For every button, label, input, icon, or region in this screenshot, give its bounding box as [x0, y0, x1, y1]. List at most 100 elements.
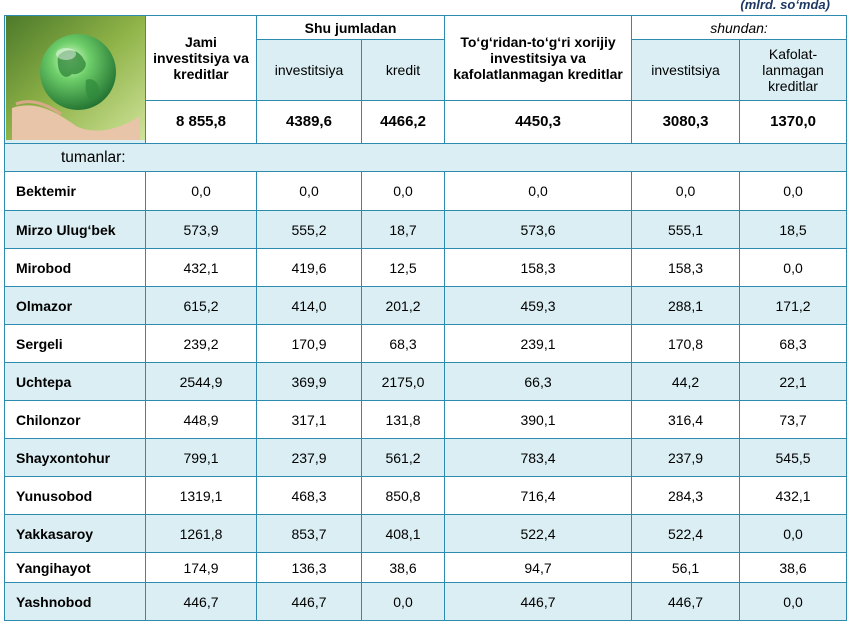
- cell-value: 0,0: [631, 171, 741, 211]
- district-name: Shayxontohur: [4, 438, 146, 477]
- cell-value: 239,1: [444, 324, 633, 363]
- cell-value: 284,3: [631, 476, 741, 515]
- cell-value: 799,1: [145, 438, 257, 477]
- district-name: Chilonzor: [4, 400, 146, 439]
- cell-value: 459,3: [444, 286, 633, 325]
- cell-value: 316,4: [631, 400, 741, 439]
- cell-value: 573,9: [145, 210, 257, 249]
- cell-value: 68,3: [739, 324, 848, 363]
- cell-value: 158,3: [444, 248, 633, 287]
- district-name: Sergeli: [4, 324, 146, 363]
- cell-value: 0,0: [360, 582, 446, 621]
- cell-value: 561,2: [360, 438, 446, 477]
- cell-value: 237,9: [256, 438, 362, 477]
- district-name: Yakkasaroy: [4, 514, 146, 553]
- district-rows: Bektemir 0,0 0,0 0,0 0,0 0,0 0,0 Mirzo Ulug‘bek…: [4, 171, 848, 621]
- cell-value: 158,3: [631, 248, 741, 287]
- cell-value: 0,0: [739, 171, 848, 211]
- cell-value: 237,9: [631, 438, 741, 477]
- table-row: Uchtepa 2544,9 369,9 2175,0 66,3 44,2 22,1: [4, 362, 848, 401]
- header-image: [4, 15, 146, 144]
- cell-value: 853,7: [256, 514, 362, 553]
- cell-value: 0,0: [444, 171, 633, 211]
- header-group: Shu jumladan: [255, 14, 446, 41]
- header-sub2-kafolat: Kafolat-lanmagan kreditlar: [739, 39, 848, 101]
- total-value: 4389,6: [256, 99, 362, 145]
- cell-value: 0,0: [360, 171, 446, 211]
- district-name: Uchtepa: [4, 362, 146, 401]
- cell-value: 170,8: [631, 324, 741, 363]
- cell-value: 0,0: [145, 171, 257, 211]
- cell-value: 573,6: [444, 210, 633, 249]
- district-name: Olmazor: [4, 286, 146, 325]
- cell-value: 68,3: [360, 324, 446, 363]
- cell-value: 555,2: [256, 210, 362, 249]
- cell-value: 94,7: [444, 552, 633, 583]
- cell-value: 0,0: [739, 582, 848, 621]
- cell-value: 136,3: [256, 552, 362, 583]
- table-row: Yakkasaroy 1261,8 853,7 408,1 522,4 522,4 0,0: [4, 514, 848, 553]
- cell-value: 446,7: [256, 582, 362, 621]
- total-value: 3080,3: [631, 99, 741, 145]
- section-label: tumanlar:: [3, 143, 848, 172]
- header-sub-kredit: kredit: [360, 39, 446, 101]
- cell-value: 716,4: [444, 476, 633, 515]
- globe-in-hand-icon: [5, 16, 145, 140]
- cell-value: 1261,8: [145, 514, 257, 553]
- cell-value: 288,1: [631, 286, 741, 325]
- cell-value: 390,1: [444, 400, 633, 439]
- total-value: 1370,0: [739, 99, 848, 145]
- header-sub2-investitsiya: investitsiya: [631, 39, 741, 101]
- cell-value: 2544,9: [145, 362, 257, 401]
- cell-value: 201,2: [360, 286, 446, 325]
- cell-value: 446,7: [444, 582, 633, 621]
- cell-value: 419,6: [256, 248, 362, 287]
- table-row: Mirobod 432,1 419,6 12,5 158,3 158,3 0,0: [4, 248, 848, 287]
- cell-value: 414,0: [256, 286, 362, 325]
- cell-value: 171,2: [739, 286, 848, 325]
- header-sub-investitsiya: investitsiya: [256, 39, 362, 101]
- cell-value: 615,2: [145, 286, 257, 325]
- header-shundan: shundan:: [631, 14, 848, 41]
- cell-value: 170,9: [256, 324, 362, 363]
- cell-value: 38,6: [360, 552, 446, 583]
- cell-value: 66,3: [444, 362, 633, 401]
- table-row: Yashnobod 446,7 446,7 0,0 446,7 446,7 0,0: [4, 582, 848, 621]
- header-fdi: To‘g‘ridan-to‘g‘ri xorijiy investitsiya …: [444, 15, 633, 101]
- cell-value: 44,2: [631, 362, 741, 401]
- cell-value: 850,8: [360, 476, 446, 515]
- cell-value: 239,2: [145, 324, 257, 363]
- district-name: Yunusobod: [4, 476, 146, 515]
- table-row: Yunusobod 1319,1 468,3 850,8 716,4 284,3 432,1: [4, 476, 848, 515]
- district-name: Yangihayot: [4, 552, 146, 583]
- cell-value: 1319,1: [145, 476, 257, 515]
- cell-value: 545,5: [739, 438, 848, 477]
- cell-value: 432,1: [739, 476, 848, 515]
- table-row: Bektemir 0,0 0,0 0,0 0,0 0,0 0,0: [4, 171, 848, 211]
- table-row: Chilonzor 448,9 317,1 131,8 390,1 316,4 73,7: [4, 400, 848, 439]
- district-name: Bektemir: [4, 171, 146, 211]
- cell-value: 2175,0: [360, 362, 446, 401]
- district-name: Mirobod: [4, 248, 146, 287]
- cell-value: 0,0: [739, 514, 848, 553]
- cell-value: 0,0: [256, 171, 362, 211]
- cell-value: 174,9: [145, 552, 257, 583]
- cell-value: 12,5: [360, 248, 446, 287]
- cell-value: 446,7: [145, 582, 257, 621]
- cell-value: 522,4: [631, 514, 741, 553]
- cell-value: 555,1: [631, 210, 741, 249]
- cell-value: 73,7: [739, 400, 848, 439]
- unit-note: (mlrd. so‘mda): [740, 0, 830, 12]
- cell-value: 18,5: [739, 210, 848, 249]
- cell-value: 446,7: [631, 582, 741, 621]
- cell-value: 448,9: [145, 400, 257, 439]
- cell-value: 783,4: [444, 438, 633, 477]
- cell-value: 131,8: [360, 400, 446, 439]
- cell-value: 18,7: [360, 210, 446, 249]
- table-row: Yangihayot 174,9 136,3 38,6 94,7 56,1 38,6: [4, 552, 848, 583]
- cell-value: 369,9: [256, 362, 362, 401]
- table-row: Mirzo Ulug‘bek 573,9 555,2 18,7 573,6 555,1 18…: [4, 210, 848, 249]
- cell-value: 317,1: [256, 400, 362, 439]
- table-row: Sergeli 239,2 170,9 68,3 239,1 170,8 68,3: [4, 324, 848, 363]
- total-value: 4450,3: [444, 99, 633, 145]
